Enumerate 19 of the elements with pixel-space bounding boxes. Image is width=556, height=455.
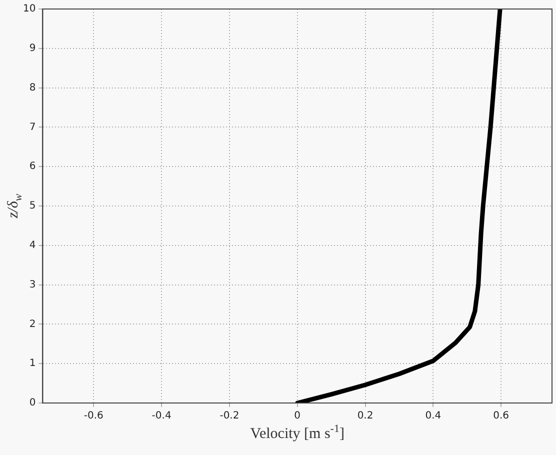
y-tick-label: 8 <box>29 82 36 94</box>
y-tick-label: 1 <box>29 358 36 370</box>
y-tick-label: 3 <box>29 279 36 290</box>
x-tick-label: 0.6 <box>493 410 510 422</box>
y-axis-title: z/δw <box>6 193 25 220</box>
x-tick-label: -0.4 <box>152 410 172 422</box>
y-tick-label: 7 <box>29 122 36 133</box>
x-tick-label: -0.6 <box>84 410 104 422</box>
y-tick-label: 10 <box>22 4 36 15</box>
y-tick-label: 2 <box>29 318 36 330</box>
x-tick-label: 0.2 <box>357 410 374 422</box>
y-tick-label: 9 <box>29 42 36 54</box>
x-tick-label: 0.4 <box>425 410 442 422</box>
x-tick-label: 0 <box>294 410 301 422</box>
x-tick-label: -0.2 <box>220 410 240 422</box>
y-tick-label: 0 <box>29 398 36 409</box>
y-tick-label: 6 <box>29 161 36 172</box>
y-tick-label: 4 <box>29 240 36 251</box>
y-tick-label: 5 <box>29 200 36 212</box>
